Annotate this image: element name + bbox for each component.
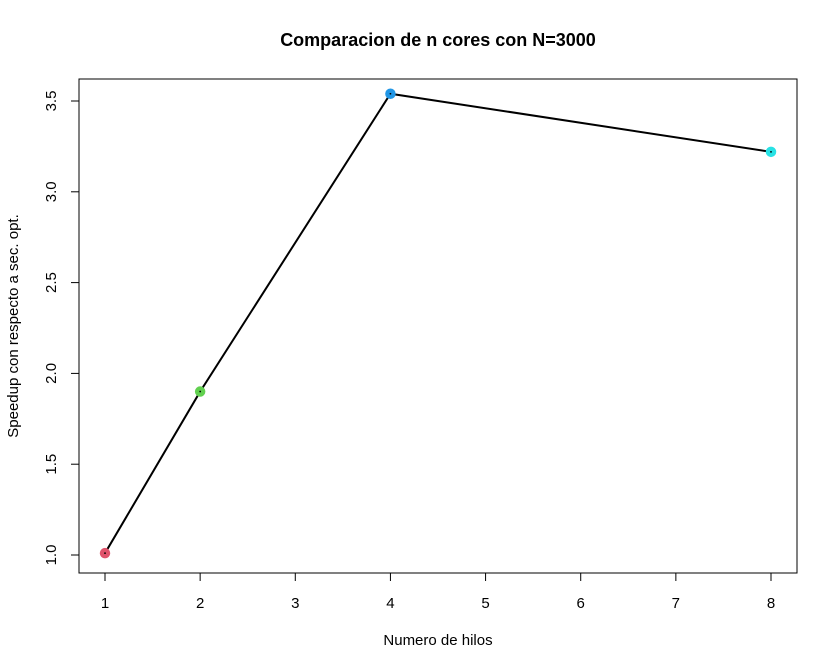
y-tick-label: 3.0 xyxy=(43,181,60,202)
data-point-center xyxy=(199,390,202,393)
x-tick-label: 4 xyxy=(386,595,394,612)
x-tick-label: 6 xyxy=(577,595,585,612)
series-line xyxy=(104,92,772,554)
plot-area-frame xyxy=(78,78,798,574)
y-tick-label: 3.5 xyxy=(43,91,60,112)
series-group xyxy=(99,88,777,559)
y-tick-label: 1.5 xyxy=(43,454,60,475)
data-point-center xyxy=(389,92,392,95)
data-point-center xyxy=(104,552,106,555)
y-axis-label: Speedup con respecto a sec. opt. xyxy=(5,214,22,437)
x-axis: 1 2 3 4 5 6 7 8 xyxy=(101,572,775,612)
x-tick-label: 7 xyxy=(672,595,680,612)
y-tick-label: 1.0 xyxy=(43,545,60,566)
x-tick-label: 5 xyxy=(481,595,489,612)
x-tick-label: 8 xyxy=(767,595,775,612)
x-axis-label: Numero de hilos xyxy=(383,632,492,649)
chart-title: Comparacion de n cores con N=3000 xyxy=(280,30,596,50)
x-tick-label: 2 xyxy=(196,595,204,612)
y-tick-label: 2.5 xyxy=(43,272,60,293)
x-tick-label: 3 xyxy=(291,595,299,612)
y-axis: 1.0 1.5 2.0 2.5 3.0 3.5 xyxy=(43,91,80,566)
x-tick-label: 1 xyxy=(101,595,109,612)
y-tick-label: 2.0 xyxy=(43,363,60,384)
data-point-center xyxy=(770,150,772,153)
